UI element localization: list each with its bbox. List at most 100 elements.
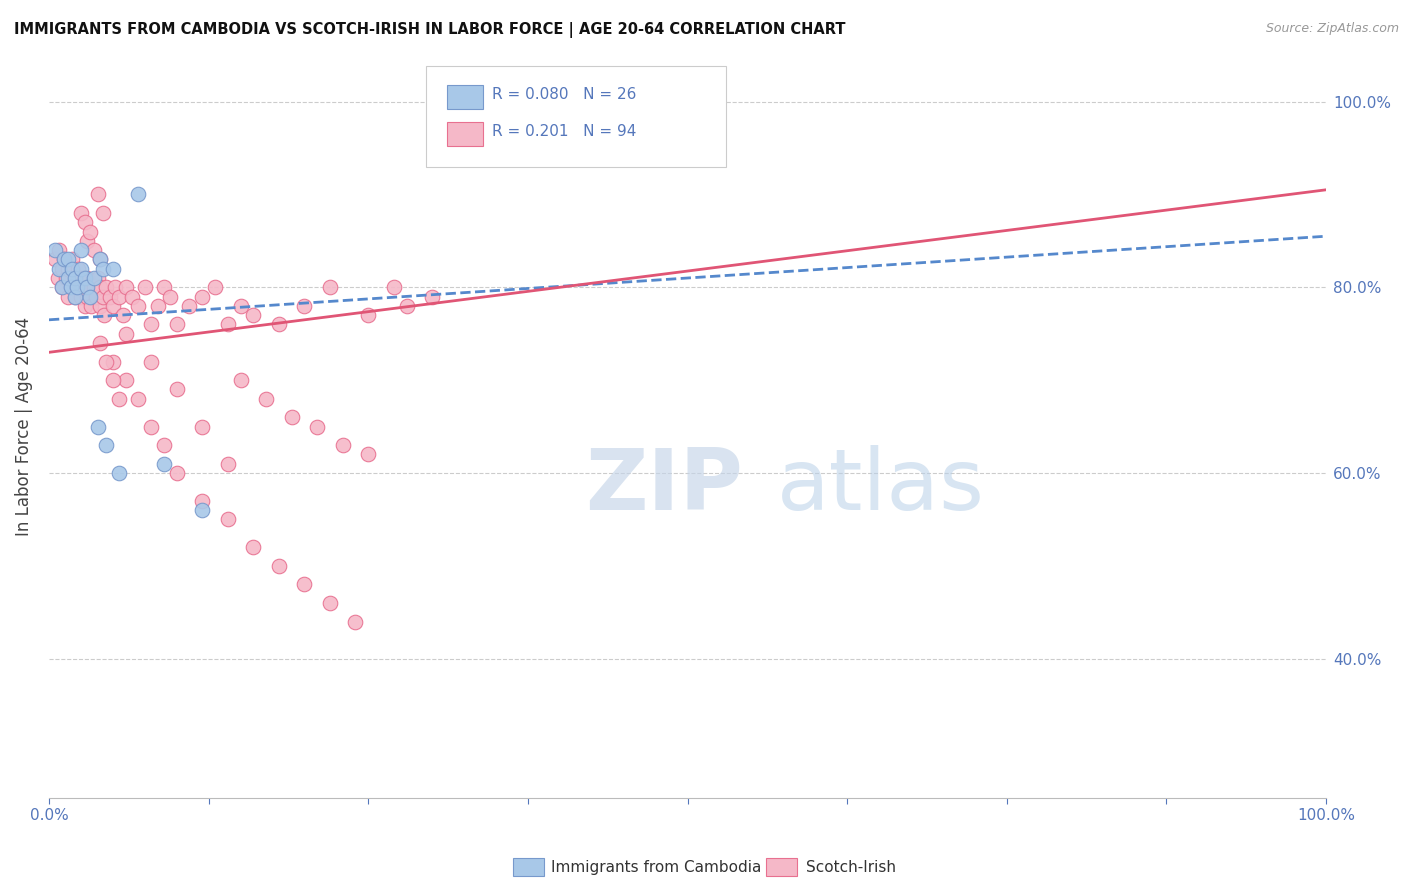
Point: [127, 299, 149, 313]
Point: [153, 280, 176, 294]
Point: [53, 252, 76, 267]
Point: [83, 280, 105, 294]
Point: [217, 318, 239, 332]
Point: [89, 299, 111, 313]
Point: [70, 290, 93, 304]
Point: [217, 457, 239, 471]
Point: [127, 392, 149, 406]
Point: [319, 596, 342, 610]
Point: [56, 261, 79, 276]
Point: [108, 466, 131, 480]
Point: [55, 271, 77, 285]
Point: [307, 419, 329, 434]
Point: [76, 280, 98, 294]
Point: [83, 271, 105, 285]
Point: [53, 252, 76, 267]
Point: [56, 271, 79, 285]
Point: [73, 271, 96, 285]
Point: [191, 290, 214, 304]
Point: [66, 280, 89, 294]
Point: [319, 280, 342, 294]
Text: atlas: atlas: [778, 444, 986, 527]
Point: [83, 243, 105, 257]
Point: [63, 271, 86, 285]
Y-axis label: In Labor Force | Age 20-64: In Labor Force | Age 20-64: [15, 317, 32, 536]
Point: [76, 234, 98, 248]
Point: [191, 503, 214, 517]
Point: [66, 280, 89, 294]
Point: [89, 280, 111, 294]
Point: [139, 354, 162, 368]
Point: [86, 271, 108, 285]
Point: [114, 280, 136, 294]
Point: [59, 280, 82, 294]
Point: [280, 410, 302, 425]
Point: [159, 290, 181, 304]
Point: [56, 290, 79, 304]
Point: [91, 290, 114, 304]
Point: [114, 373, 136, 387]
Point: [70, 243, 93, 257]
Point: [191, 419, 214, 434]
Point: [51, 280, 73, 294]
Point: [382, 280, 405, 294]
Point: [44, 252, 66, 267]
Point: [91, 261, 114, 276]
Text: R = 0.080   N = 26: R = 0.080 N = 26: [492, 87, 637, 102]
Point: [89, 336, 111, 351]
Point: [79, 225, 101, 239]
Point: [357, 447, 380, 461]
Point: [112, 308, 135, 322]
Point: [89, 252, 111, 267]
Point: [86, 187, 108, 202]
Point: [229, 299, 252, 313]
Point: [344, 615, 367, 629]
Point: [146, 299, 169, 313]
Point: [76, 271, 98, 285]
FancyBboxPatch shape: [426, 66, 725, 167]
Text: Scotch-Irish: Scotch-Irish: [806, 861, 896, 875]
Point: [70, 271, 93, 285]
Point: [121, 290, 143, 304]
Point: [139, 318, 162, 332]
Point: [127, 187, 149, 202]
Point: [73, 215, 96, 229]
Point: [56, 252, 79, 267]
Point: [139, 419, 162, 434]
Point: [395, 299, 418, 313]
Point: [166, 318, 188, 332]
Point: [242, 541, 264, 555]
Text: Source: ZipAtlas.com: Source: ZipAtlas.com: [1265, 22, 1399, 36]
Point: [101, 354, 124, 368]
Point: [292, 577, 315, 591]
Point: [229, 373, 252, 387]
Point: [153, 457, 176, 471]
Point: [72, 280, 94, 294]
Point: [332, 438, 354, 452]
Point: [134, 280, 156, 294]
Text: R = 0.201   N = 94: R = 0.201 N = 94: [492, 124, 637, 139]
FancyBboxPatch shape: [447, 122, 484, 145]
Point: [357, 308, 380, 322]
Point: [89, 252, 111, 267]
Point: [166, 383, 188, 397]
Point: [48, 243, 70, 257]
Point: [96, 354, 118, 368]
Point: [91, 206, 114, 220]
Point: [267, 318, 290, 332]
Point: [80, 299, 103, 313]
Point: [254, 392, 277, 406]
Text: ZIP: ZIP: [585, 444, 744, 527]
Point: [267, 558, 290, 573]
FancyBboxPatch shape: [447, 85, 484, 109]
Point: [84, 290, 107, 304]
Point: [101, 373, 124, 387]
Point: [63, 290, 86, 304]
Point: [70, 261, 93, 276]
Point: [46, 271, 69, 285]
Point: [79, 280, 101, 294]
Point: [96, 438, 118, 452]
Point: [93, 308, 115, 322]
Point: [76, 290, 98, 304]
Point: [59, 280, 82, 294]
